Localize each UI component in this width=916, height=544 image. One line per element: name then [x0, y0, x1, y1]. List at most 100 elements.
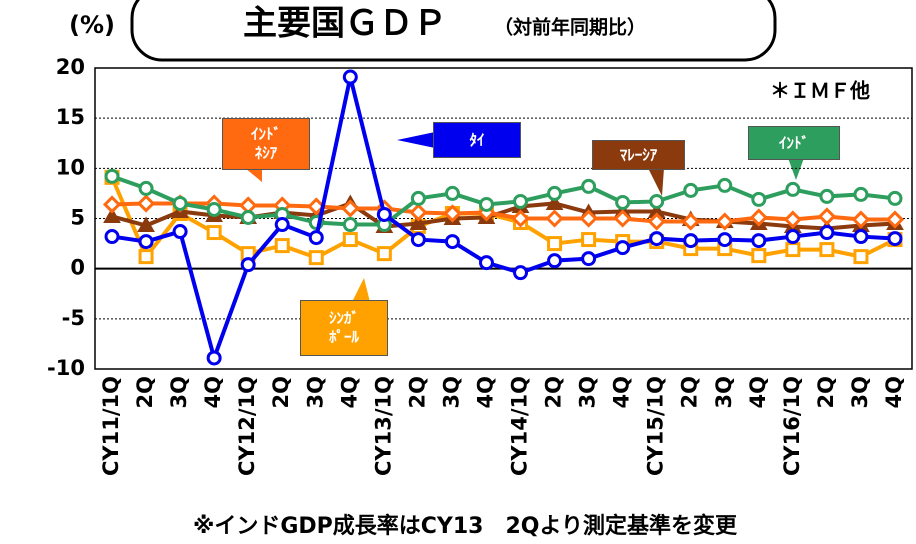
- point: [683, 182, 699, 198]
- point: [206, 350, 222, 366]
- x-tick-label: 2Q: [405, 376, 429, 408]
- point: [274, 238, 290, 254]
- series-label: ﾀｲ: [433, 122, 521, 158]
- point: [376, 206, 392, 222]
- point: [785, 181, 801, 197]
- point: [341, 199, 360, 218]
- point: [307, 197, 326, 216]
- x-tick-label: 4Q: [337, 376, 361, 408]
- point: [853, 186, 869, 202]
- point: [579, 209, 598, 228]
- point: [819, 225, 835, 241]
- point: [478, 196, 494, 212]
- point: [547, 185, 563, 201]
- point: [274, 217, 290, 233]
- point: [137, 216, 155, 233]
- pointer: [648, 168, 664, 196]
- point: [783, 210, 802, 229]
- point: [613, 209, 632, 228]
- x-tick-label: 2Q: [814, 376, 838, 408]
- point: [206, 201, 222, 217]
- chart-title: 主要国ＧＤＰ: [243, 4, 447, 44]
- point: [444, 234, 460, 250]
- point: [172, 195, 188, 211]
- point: [547, 236, 563, 252]
- point: [342, 69, 358, 85]
- x-tick-label: 2Q: [542, 376, 566, 408]
- point: [240, 257, 256, 273]
- point: [749, 208, 768, 227]
- title-box: [130, 0, 777, 62]
- point: [547, 253, 563, 269]
- point: [853, 229, 869, 245]
- x-tick-label: 4Q: [201, 376, 225, 408]
- y-tick-label: 0: [70, 256, 85, 280]
- series-label: ﾏﾚｰｼｱ: [592, 140, 685, 170]
- point: [649, 193, 665, 209]
- x-tick-label: 3Q: [439, 376, 463, 408]
- point: [138, 249, 154, 265]
- point: [615, 240, 631, 256]
- point: [104, 168, 120, 184]
- point: [172, 224, 188, 240]
- point: [581, 251, 597, 267]
- point: [138, 234, 154, 250]
- point: [478, 255, 494, 271]
- pointer: [352, 278, 370, 302]
- point: [819, 188, 835, 204]
- x-tick-label: 2Q: [269, 376, 293, 408]
- point: [308, 250, 324, 266]
- point: [887, 190, 903, 206]
- point: [851, 210, 871, 229]
- point: [717, 177, 733, 193]
- y-tick-label: -10: [47, 356, 85, 380]
- x-tick-label: CY12/1Q: [235, 376, 259, 476]
- point: [715, 212, 734, 231]
- point: [545, 209, 564, 228]
- y-tick-label: 10: [56, 155, 85, 179]
- point: [817, 207, 837, 226]
- point: [206, 225, 222, 241]
- y-tick-label: 20: [56, 55, 85, 79]
- point: [751, 191, 767, 207]
- point: [751, 233, 767, 249]
- point: [885, 210, 905, 229]
- x-tick-label: 4Q: [610, 376, 634, 408]
- x-tick-label: 3Q: [712, 376, 736, 408]
- series-label: ｼﾝｶﾞ ﾎﾟｰﾙ: [300, 300, 388, 356]
- point: [102, 195, 122, 214]
- point: [819, 242, 835, 258]
- point: [443, 204, 462, 223]
- x-tick-label: 4Q: [882, 376, 906, 408]
- point: [751, 248, 767, 264]
- point: [410, 232, 426, 248]
- point: [581, 178, 597, 194]
- point: [409, 203, 428, 222]
- point: [513, 193, 529, 209]
- point: [136, 194, 156, 213]
- point: [103, 207, 121, 223]
- point: [342, 217, 358, 233]
- point: [308, 230, 324, 246]
- x-tick-label: CY16/1Q: [780, 376, 804, 476]
- point: [785, 229, 801, 245]
- point: [138, 180, 154, 196]
- series-label: ｲﾝﾄﾞ: [748, 126, 840, 160]
- x-tick-label: CY15/1Q: [644, 376, 668, 476]
- y-tick-label: 15: [56, 105, 85, 129]
- point: [647, 212, 666, 231]
- x-tick-label: 2Q: [678, 376, 702, 408]
- point: [513, 265, 529, 281]
- point: [581, 232, 597, 248]
- series-label: ｲﾝﾄﾞ ﾈｼｱ: [222, 118, 310, 170]
- pointer: [788, 158, 804, 180]
- point: [444, 185, 460, 201]
- point: [240, 209, 256, 225]
- y-tick-label: -5: [62, 306, 85, 330]
- point: [409, 214, 428, 231]
- y-axis-label: (%): [69, 11, 115, 39]
- point: [376, 246, 392, 262]
- chart-subtitle: （対前年同期比）: [494, 16, 646, 39]
